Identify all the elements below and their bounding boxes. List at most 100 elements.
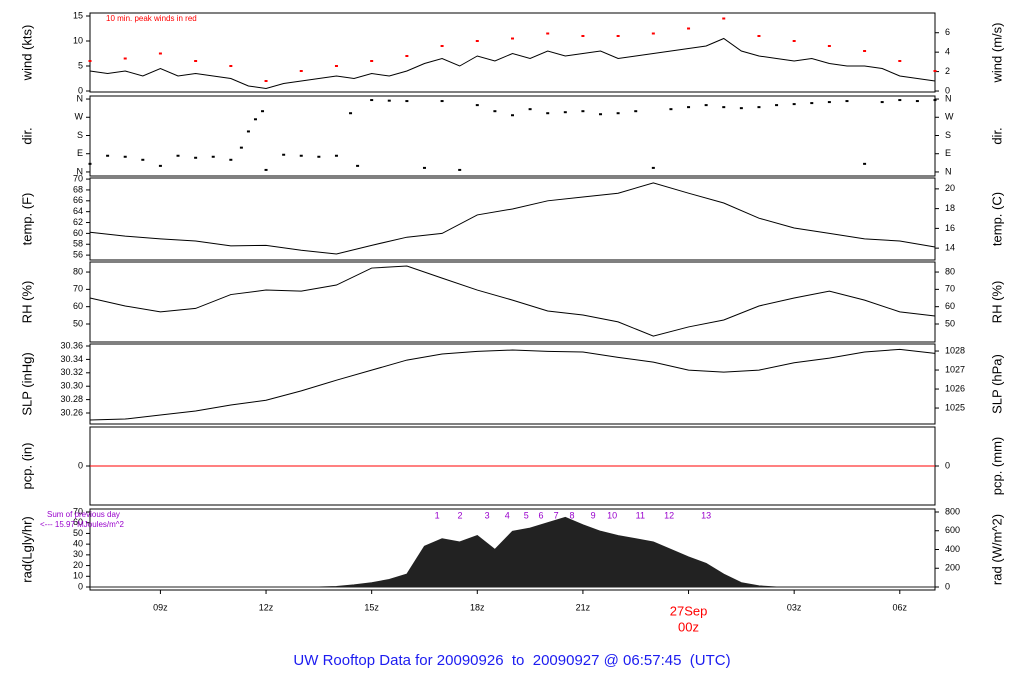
y-tick-label: 62 <box>73 217 83 227</box>
y2-tick-label: E <box>945 148 951 158</box>
y-tick-label: 70 <box>73 173 83 183</box>
data-point <box>511 37 514 40</box>
data-point <box>239 146 243 149</box>
hour-mark: 8 <box>569 510 574 520</box>
data-point <box>194 60 198 62</box>
data-point <box>634 110 638 113</box>
hour-mark: 12 <box>664 510 674 520</box>
y-tick-label: 50 <box>73 318 83 328</box>
y2-axis-label: wind (m/s) <box>989 23 1004 84</box>
data-point <box>704 104 708 107</box>
data-point <box>334 65 338 67</box>
y2-tick-label: 2 <box>945 66 950 76</box>
data-line <box>89 348 936 421</box>
data-point <box>792 103 796 106</box>
hour-mark: 5 <box>524 510 529 520</box>
data-point <box>370 60 374 62</box>
y-tick-label: 30.34 <box>60 354 83 364</box>
data-line <box>89 37 936 90</box>
data-point <box>651 32 655 35</box>
hour-mark: 13 <box>701 510 711 520</box>
x-tick-label: 03z <box>787 602 802 612</box>
note: <--- 15.97 MJoules/m^2 <box>40 520 125 529</box>
y-tick-label: 20 <box>73 560 83 570</box>
data-point <box>757 35 761 37</box>
y2-tick-label: 20 <box>945 183 955 193</box>
y-tick-label: 10 <box>73 571 83 581</box>
y2-tick-label: 50 <box>945 318 955 328</box>
y-tick-label: 10 <box>73 35 83 45</box>
hour-mark: 10 <box>607 510 617 520</box>
data-line <box>89 265 936 337</box>
y-tick-label: 80 <box>73 266 83 276</box>
y-axis-label: SLP (inHg) <box>19 352 34 415</box>
y2-tick-label: N <box>945 166 952 176</box>
data-point <box>299 70 303 72</box>
data-point <box>194 156 198 159</box>
data-point <box>334 154 338 157</box>
y-tick-label: 0 <box>78 85 83 95</box>
data-point <box>387 99 391 102</box>
y-axis-label: RH (%) <box>19 281 34 324</box>
page-title: UW Rooftop Data for 20090926 to 20090927… <box>293 652 730 669</box>
panel-frame <box>89 343 936 425</box>
y-tick-label: 50 <box>73 528 83 538</box>
data-point <box>405 100 409 103</box>
y-tick-label: 30 <box>73 549 83 559</box>
y2-tick-label: W <box>945 112 954 122</box>
y2-tick-label: 70 <box>945 284 955 294</box>
data-point <box>317 155 321 158</box>
panel-frame <box>89 177 936 261</box>
hour-mark: 6 <box>539 510 544 520</box>
data-point <box>475 40 479 42</box>
y-tick-label: 0 <box>78 460 83 470</box>
y2-tick-label: 4 <box>945 47 950 57</box>
y2-tick-label: 0 <box>945 460 950 470</box>
data-point <box>616 35 620 37</box>
data-point <box>123 155 127 158</box>
panel-frame <box>89 261 936 343</box>
y-axis-label: temp. (F) <box>19 193 34 246</box>
hour-mark: 7 <box>554 510 559 520</box>
data-point <box>211 155 215 158</box>
y-axis-label: pcp. (in) <box>19 443 34 490</box>
y2-axis-label: temp. (C) <box>989 192 1004 246</box>
panel-frame <box>89 12 936 93</box>
data-point <box>282 153 286 156</box>
data-point <box>581 35 585 37</box>
data-point <box>229 65 233 67</box>
y-tick-label: 70 <box>73 284 83 294</box>
data-area <box>90 516 935 588</box>
x-tick-label: 09z <box>153 602 168 612</box>
data-point <box>687 106 691 109</box>
y-tick-label: 30.28 <box>60 394 83 404</box>
data-point <box>158 52 162 55</box>
y2-tick-label: 1028 <box>945 345 965 355</box>
data-point <box>475 104 479 107</box>
y-axis-label: rad(Lgly/hr) <box>19 516 34 582</box>
data-point <box>349 112 353 115</box>
y2-tick-label: 16 <box>945 223 955 233</box>
y2-tick-label: 400 <box>945 544 960 554</box>
y-tick-label: S <box>77 130 83 140</box>
data-point <box>563 111 567 114</box>
hour-mark: 4 <box>505 510 510 520</box>
y2-axis-label: dir. <box>989 127 1004 144</box>
data-line <box>89 182 936 255</box>
y2-tick-label: 6 <box>945 27 950 37</box>
data-point <box>546 32 550 35</box>
x-tick-label: 18z <box>470 602 485 612</box>
data-point <box>722 17 726 20</box>
data-point <box>493 110 497 113</box>
data-point <box>264 80 268 82</box>
y-tick-label: 70 <box>73 506 83 516</box>
data-point <box>616 112 620 115</box>
y2-tick-label: 0 <box>945 581 950 591</box>
data-point <box>253 118 257 121</box>
x-tick-label: 00z <box>678 619 699 634</box>
y-axis-label: dir. <box>19 127 34 144</box>
data-point <box>845 100 849 103</box>
x-tick-label: 15z <box>364 602 379 612</box>
y-tick-label: 15 <box>73 10 83 20</box>
